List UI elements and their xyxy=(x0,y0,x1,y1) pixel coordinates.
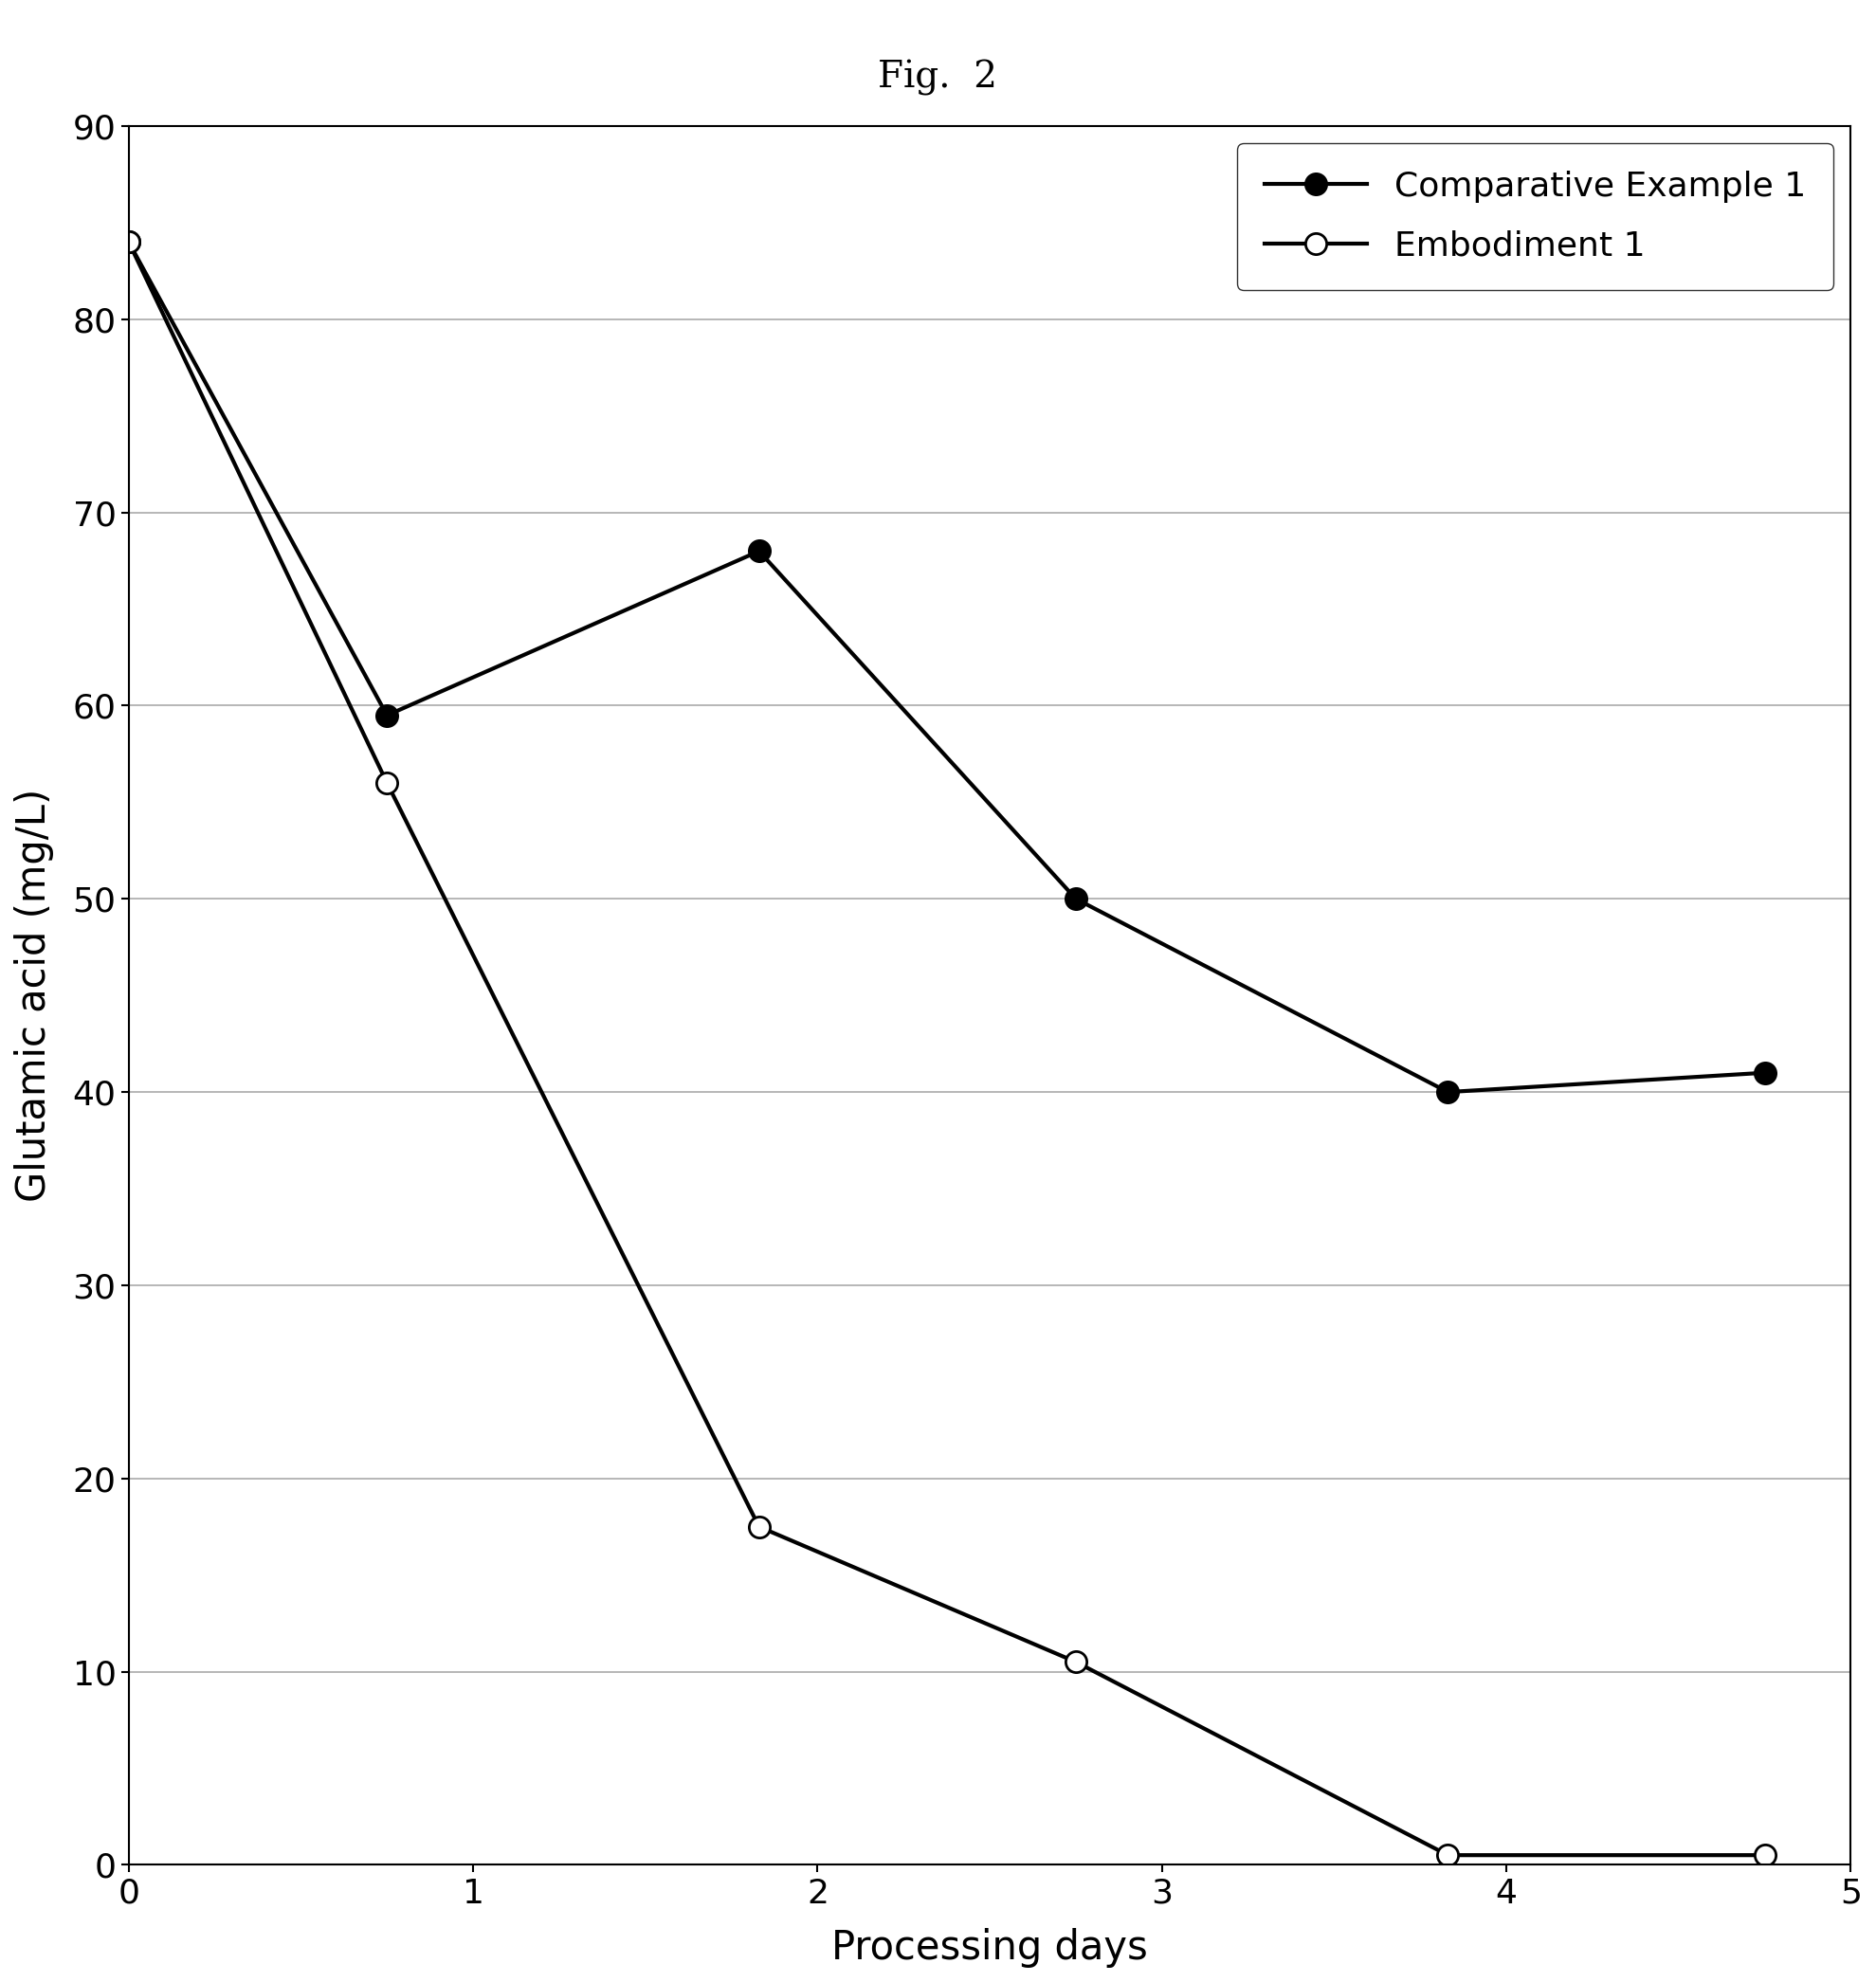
Legend: Comparative Example 1, Embodiment 1: Comparative Example 1, Embodiment 1 xyxy=(1238,143,1833,289)
Embodiment 1 xyxy=(375,771,398,795)
Embodiment 1 xyxy=(1066,1651,1088,1675)
Comparative Example 1 xyxy=(118,230,141,254)
Line: Embodiment 1: Embodiment 1 xyxy=(118,232,1775,1865)
Comparative Example 1 xyxy=(1437,1080,1460,1104)
Embodiment 1 xyxy=(118,230,141,254)
Line: Comparative Example 1: Comparative Example 1 xyxy=(118,232,1775,1102)
Y-axis label: Glutamic acid (mg/L): Glutamic acid (mg/L) xyxy=(15,789,54,1203)
Comparative Example 1 xyxy=(1066,888,1088,912)
Comparative Example 1 xyxy=(375,704,398,727)
Comparative Example 1 xyxy=(749,539,771,563)
X-axis label: Processing days: Processing days xyxy=(831,1928,1148,1968)
Embodiment 1 xyxy=(1437,1843,1460,1867)
Embodiment 1 xyxy=(749,1514,771,1538)
Comparative Example 1 xyxy=(1754,1060,1777,1084)
Embodiment 1 xyxy=(1754,1843,1777,1867)
Text: Fig.  2: Fig. 2 xyxy=(878,59,998,95)
